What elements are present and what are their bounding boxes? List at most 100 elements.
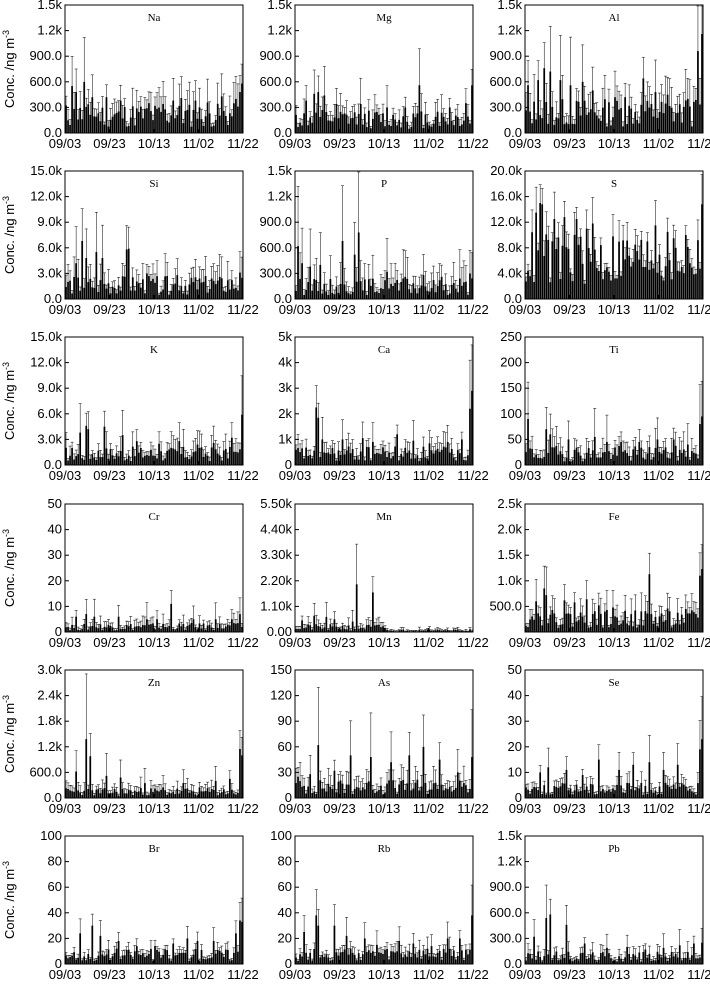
bar	[206, 625, 209, 632]
bar	[672, 121, 675, 133]
bar	[95, 460, 98, 465]
bar	[162, 460, 164, 465]
bar	[463, 459, 465, 465]
bar	[384, 126, 386, 133]
bar	[99, 935, 102, 964]
bar	[646, 241, 649, 299]
x-tick-label: 10/13	[368, 635, 401, 650]
bar	[79, 933, 82, 964]
bar	[343, 454, 346, 465]
bar	[206, 102, 209, 133]
bar	[220, 792, 223, 798]
bar	[432, 783, 435, 798]
bar	[204, 116, 207, 133]
x-tick-label: 10/13	[138, 468, 171, 483]
y-tick-label: 6.0k	[37, 240, 62, 255]
bar	[305, 289, 307, 299]
bar	[216, 453, 219, 465]
bar	[563, 783, 566, 798]
x-tick-label: 11/22	[457, 302, 489, 317]
bar	[135, 792, 138, 798]
bar	[392, 285, 394, 299]
bar	[139, 955, 142, 964]
bar	[394, 787, 396, 798]
bar	[339, 629, 342, 632]
bar	[622, 792, 624, 798]
bar	[388, 959, 390, 964]
bar	[323, 283, 326, 299]
bar	[129, 790, 132, 798]
bar	[606, 609, 608, 632]
bar	[301, 956, 303, 964]
bar	[374, 955, 376, 964]
bar	[467, 954, 469, 964]
bar	[121, 276, 124, 299]
bar	[638, 259, 641, 299]
bar	[337, 118, 340, 133]
bar	[125, 249, 128, 299]
bar	[146, 454, 148, 465]
bar	[626, 240, 629, 299]
bar	[537, 790, 540, 798]
y-tick-label: 3.30k	[260, 547, 292, 562]
bar	[349, 630, 352, 632]
bar	[432, 453, 435, 465]
bar	[99, 457, 102, 465]
y-tick-label: 600.0	[29, 764, 62, 779]
bar	[378, 293, 380, 299]
bar	[365, 625, 368, 632]
bar	[674, 788, 677, 798]
bar	[583, 283, 586, 299]
bar	[567, 439, 570, 465]
bar	[682, 622, 685, 632]
bar	[543, 588, 546, 632]
bar	[448, 452, 451, 465]
bar	[127, 626, 130, 632]
bar	[323, 627, 326, 632]
bar	[573, 124, 576, 133]
bar	[323, 956, 326, 964]
bar	[654, 225, 657, 299]
bar	[160, 111, 162, 133]
bar	[182, 783, 185, 798]
y-tick-label: 300.0	[29, 99, 62, 114]
bar	[93, 457, 96, 465]
bar	[424, 782, 427, 798]
bar	[73, 276, 75, 299]
bar	[420, 457, 423, 465]
bar	[376, 452, 378, 465]
bar	[204, 629, 207, 632]
bar	[378, 453, 380, 465]
bar	[146, 795, 148, 798]
x-tick-label: 11/02	[183, 967, 215, 982]
y-tick-label: 600.0	[489, 74, 522, 89]
bar	[341, 439, 344, 465]
bar	[525, 787, 527, 798]
bar	[684, 100, 687, 133]
bar	[434, 956, 437, 964]
bar	[668, 611, 671, 632]
bar	[410, 292, 413, 299]
bar	[624, 792, 626, 798]
bar	[69, 455, 71, 465]
bar	[150, 948, 152, 964]
y-tick-label: 0.0	[44, 457, 62, 472]
bar	[87, 954, 90, 964]
x-tick-label: 10/13	[138, 302, 171, 317]
bar	[239, 92, 241, 133]
bar	[241, 277, 243, 299]
bar	[103, 626, 106, 632]
bar	[658, 254, 661, 299]
bar	[107, 126, 110, 133]
bar	[194, 794, 197, 798]
bar	[678, 786, 681, 798]
bar	[400, 127, 403, 133]
bar	[317, 626, 320, 632]
bar	[103, 124, 106, 133]
bar	[135, 946, 138, 964]
bar	[465, 103, 467, 133]
bar	[471, 278, 473, 299]
y-tick-label: 30	[48, 547, 62, 562]
bar	[190, 623, 193, 632]
